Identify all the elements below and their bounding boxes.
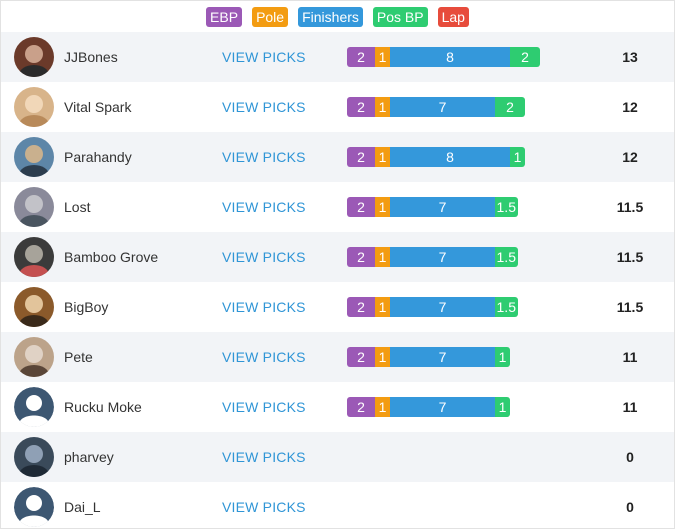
pos-bp-segment: 1.5 (495, 247, 518, 267)
pole-segment: 1 (375, 297, 390, 317)
pos-bp-segment: 2 (495, 97, 525, 117)
total-points: 11 (622, 399, 638, 415)
view-picks-link[interactable]: VIEW PICKS (222, 449, 306, 465)
player-list: JJBones VIEW PICKS 2 1 8 2 13 Vital Spark VIEW P… (1, 32, 674, 532)
view-picks-link[interactable]: VIEW PICKS (222, 199, 306, 215)
total-points: 13 (622, 49, 638, 65)
view-picks-link[interactable]: VIEW PICKS (222, 349, 306, 365)
ebp-segment: 2 (347, 247, 375, 267)
user-avatar (14, 437, 54, 477)
pos-bp-segment: 1.5 (495, 197, 518, 217)
total-points: 0 (626, 449, 634, 465)
pole-segment: 1 (375, 47, 390, 67)
finishers-segment: 7 (390, 397, 495, 417)
pole-segment: 1 (375, 247, 390, 267)
score-bar: 2 1 7 1.5 (347, 297, 518, 317)
total-points: 12 (622, 149, 638, 165)
ebp-segment: 2 (347, 347, 375, 367)
ebp-segment: 2 (347, 397, 375, 417)
total-points: 11.5 (616, 199, 644, 215)
user-avatar (14, 87, 54, 127)
finishers-segment: 7 (390, 97, 495, 117)
pole-segment: 1 (375, 397, 390, 417)
player-row: Lost VIEW PICKS 2 1 7 1.5 11.5 (1, 182, 674, 232)
finishers-segment: 7 (390, 197, 495, 217)
player-row: pharvey VIEW PICKS 0 (1, 432, 674, 482)
view-picks-link[interactable]: VIEW PICKS (222, 49, 306, 65)
player-name: Dai_L (64, 499, 101, 515)
pos-bp-segment: 1.5 (495, 297, 518, 317)
legend-pole: Pole (252, 6, 289, 27)
pole-segment: 1 (375, 147, 390, 167)
user-avatar (14, 137, 54, 177)
legend-finishers: Finishers (298, 6, 363, 27)
total-points: 12 (622, 99, 638, 115)
user-avatar (14, 37, 54, 77)
finishers-segment: 8 (390, 47, 510, 67)
player-name: Bamboo Grove (64, 249, 159, 265)
view-picks-link[interactable]: VIEW PICKS (222, 99, 306, 115)
player-name: Rucku Moke (64, 399, 142, 415)
ebp-segment: 2 (347, 97, 375, 117)
view-picks-link[interactable]: VIEW PICKS (222, 299, 306, 315)
pos-bp-segment: 1 (510, 147, 525, 167)
legend-pos-bp: Pos BP (372, 6, 428, 27)
pos-bp-segment: 1 (495, 347, 510, 367)
player-row: Vital Spark VIEW PICKS 2 1 7 2 12 (1, 82, 674, 132)
view-picks-link[interactable]: VIEW PICKS (222, 399, 306, 415)
player-row: Parahandy VIEW PICKS 2 1 8 1 12 (1, 132, 674, 182)
user-avatar (14, 337, 54, 377)
finishers-segment: 7 (390, 247, 495, 267)
pole-segment: 1 (375, 97, 390, 117)
finishers-segment: 7 (390, 297, 495, 317)
player-row: JJBones VIEW PICKS 2 1 8 2 13 (1, 32, 674, 82)
total-points: 11.5 (616, 249, 644, 265)
legend-ebp: EBP (206, 6, 243, 27)
player-name: Lost (64, 199, 91, 215)
player-name: pharvey (64, 449, 114, 465)
legend: EBP Pole Finishers Pos BP Lap (1, 1, 674, 32)
pole-segment: 1 (375, 347, 390, 367)
player-name: BigBoy (64, 299, 109, 315)
legend-lap: Lap (437, 6, 469, 27)
score-bar: 2 1 7 1.5 (347, 197, 518, 217)
user-avatar (14, 187, 54, 227)
score-bar: 2 1 7 1.5 (347, 247, 518, 267)
player-name: Vital Spark (64, 99, 132, 115)
player-row: Rucku Moke VIEW PICKS 2 1 7 1 11 (1, 382, 674, 432)
pos-bp-segment: 2 (510, 47, 540, 67)
default-user-icon (14, 387, 54, 427)
view-picks-link[interactable]: VIEW PICKS (222, 499, 306, 515)
player-name: JJBones (64, 49, 118, 65)
player-row: BigBoy VIEW PICKS 2 1 7 1.5 11.5 (1, 282, 674, 332)
ebp-segment: 2 (347, 47, 375, 67)
default-user-icon (14, 487, 54, 527)
pole-segment: 1 (375, 197, 390, 217)
finishers-segment: 8 (390, 147, 510, 167)
total-points: 0 (626, 499, 634, 515)
player-row: Dai_L VIEW PICKS 0 (1, 482, 674, 532)
user-avatar (14, 237, 54, 277)
ebp-segment: 2 (347, 297, 375, 317)
player-name: Parahandy (64, 149, 132, 165)
view-picks-link[interactable]: VIEW PICKS (222, 149, 306, 165)
total-points: 11.5 (616, 299, 644, 315)
user-avatar (14, 287, 54, 327)
player-row: Bamboo Grove VIEW PICKS 2 1 7 1.5 11.5 (1, 232, 674, 282)
total-points: 11 (622, 349, 638, 365)
ebp-segment: 2 (347, 197, 375, 217)
view-picks-link[interactable]: VIEW PICKS (222, 249, 306, 265)
player-name: Pete (64, 349, 93, 365)
player-row: Pete VIEW PICKS 2 1 7 1 11 (1, 332, 674, 382)
pos-bp-segment: 1 (495, 397, 510, 417)
ebp-segment: 2 (347, 147, 375, 167)
finishers-segment: 7 (390, 347, 495, 367)
